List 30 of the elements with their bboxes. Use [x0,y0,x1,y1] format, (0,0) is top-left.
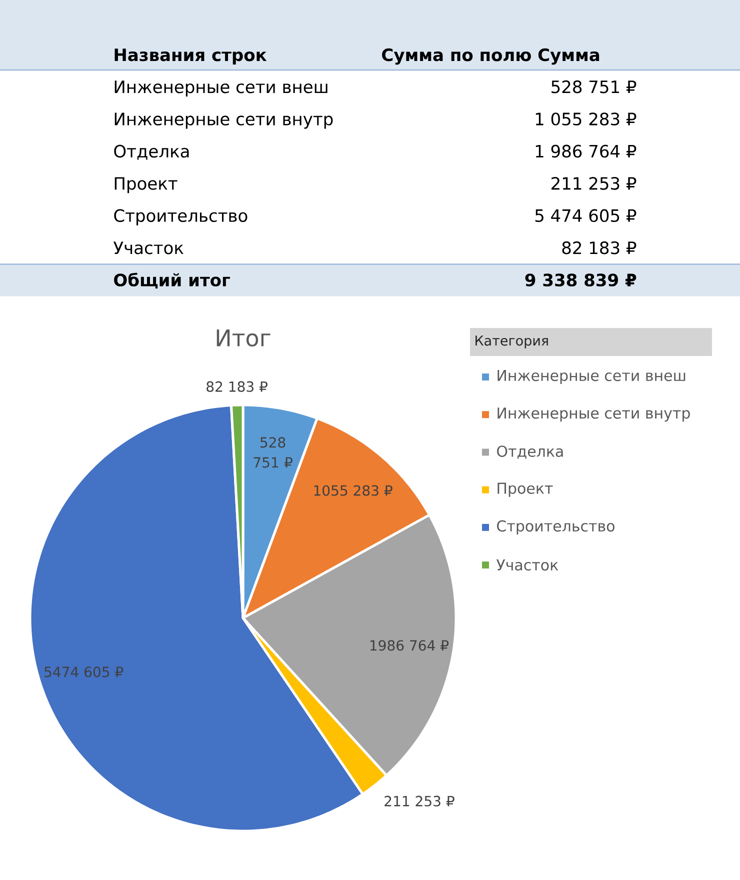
chart-title: Итог [216,329,270,347]
text: 5 474 605 ₽ [535,209,636,222]
data-label: 211 253 ₽ [384,796,454,806]
text: 82 183 ₽ [562,241,636,254]
legend-label: Участок [496,559,558,571]
data-label: 5474 605 ₽ [44,666,124,678]
text: Отделка [114,144,189,160]
text: Инженерные сети внеш [114,80,328,97]
data-label: 1986 764 ₽ [370,640,449,651]
legend-label: Инженерные сети внутр [498,408,690,422]
data-label: 528 751 ₽ [254,437,292,468]
legend-title: Категория [476,336,548,348]
data-label: 82 183 ₽ [206,381,268,392]
text: Сумма по полю Сумма [382,48,600,65]
text: Инженерные сети внутр [114,112,333,129]
text: 1 986 764 ₽ [536,144,636,158]
data-label: 1055 283 ₽ [314,485,392,496]
text: 528 751 ₽ [552,80,636,94]
text: Участок [114,242,184,254]
text: Строительство [114,209,248,226]
text: Названия строк [114,48,267,65]
legend-label: Отделка [497,446,563,459]
legend-label: Инженерные сети внеш [498,370,686,384]
text: 1 055 283 ₽ [536,112,636,126]
text: Общий итог [114,272,230,289]
legend-label: Строительство [497,520,614,535]
text: 9 338 839 ₽ [525,274,636,286]
legend-label: Проект [498,482,553,497]
text: 211 253 ₽ [552,176,636,190]
text: Проект [114,177,178,194]
